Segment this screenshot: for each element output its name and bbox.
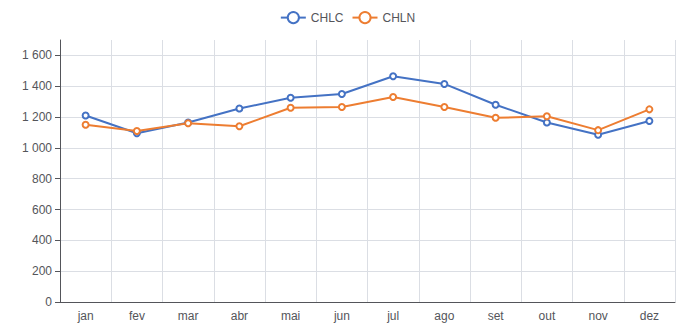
svg-text:fev: fev bbox=[129, 309, 145, 323]
svg-text:ago: ago bbox=[434, 309, 454, 323]
svg-text:1 400: 1 400 bbox=[22, 79, 52, 93]
svg-text:800: 800 bbox=[32, 172, 52, 186]
svg-text:jun: jun bbox=[333, 309, 350, 323]
svg-text:nov: nov bbox=[588, 309, 607, 323]
svg-text:dez: dez bbox=[640, 309, 659, 323]
svg-text:jul: jul bbox=[386, 309, 399, 323]
svg-text:set: set bbox=[488, 309, 505, 323]
svg-text:mai: mai bbox=[281, 309, 300, 323]
svg-text:out: out bbox=[539, 309, 556, 323]
svg-text:200: 200 bbox=[32, 264, 52, 278]
svg-text:mar: mar bbox=[178, 309, 199, 323]
svg-text:CHLN: CHLN bbox=[383, 11, 416, 25]
svg-text:1 600: 1 600 bbox=[22, 48, 52, 62]
svg-text:0: 0 bbox=[45, 295, 52, 309]
svg-text:600: 600 bbox=[32, 203, 52, 217]
svg-text:1 000: 1 000 bbox=[22, 141, 52, 155]
svg-text:jan: jan bbox=[77, 309, 94, 323]
svg-text:400: 400 bbox=[32, 233, 52, 247]
svg-text:abr: abr bbox=[231, 309, 248, 323]
svg-text:1 200: 1 200 bbox=[22, 110, 52, 124]
svg-text:CHLC: CHLC bbox=[311, 11, 344, 25]
